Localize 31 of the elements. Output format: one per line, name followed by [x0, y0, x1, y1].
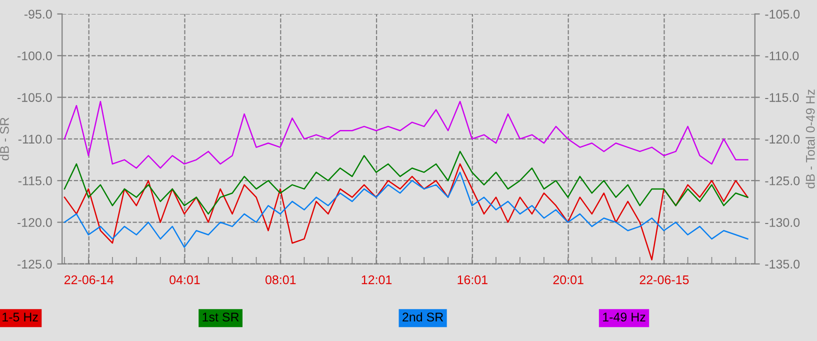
y-tick-label: -125.0 — [17, 260, 52, 269]
y2-tick-label: -105.0 — [765, 10, 800, 19]
x-tick-label: 16:01 — [458, 275, 488, 284]
text: 1-5 Hz — [2, 312, 38, 322]
x-tick-label: 20:01 — [553, 275, 584, 284]
y-tick-label: -95.0 — [24, 10, 52, 19]
y-axis-title: dB - SR — [0, 118, 9, 160]
x-tick-label: 04:01 — [170, 275, 200, 284]
y2-tick-label: -130.0 — [765, 218, 800, 227]
x-tick-label: 22-06-15 — [640, 275, 689, 284]
y-tick-label: -110.0 — [18, 134, 52, 144]
line-series — [64, 150, 748, 215]
x-tick-label: 12:01 — [362, 275, 392, 284]
x-tick-label: 22-06-14 — [64, 275, 114, 284]
line-series — [64, 172, 748, 248]
y-tick-label: -100.0 — [17, 51, 52, 60]
text: 2nd SR — [402, 312, 444, 322]
line-series — [64, 163, 748, 260]
line-series — [64, 100, 748, 169]
y-tick-label: -120.0 — [17, 218, 52, 227]
y-tick-label: -105.0 — [17, 93, 52, 102]
text: 1-49 Hz — [603, 312, 646, 322]
y2-tick-label: -115.0 — [765, 93, 799, 102]
text: 1st SR — [202, 312, 239, 322]
y2-tick-label: -110.0 — [765, 51, 799, 60]
y2-axis-title: dB - Total 0-49 Hz — [806, 90, 815, 188]
y-tick-label: -115.0 — [18, 176, 52, 186]
y2-tick-label: -135.0 — [765, 260, 800, 269]
x-tick-label: 08:01 — [265, 275, 296, 284]
y2-tick-label: -120.0 — [765, 134, 800, 144]
y2-tick-label: -125.0 — [765, 176, 800, 186]
